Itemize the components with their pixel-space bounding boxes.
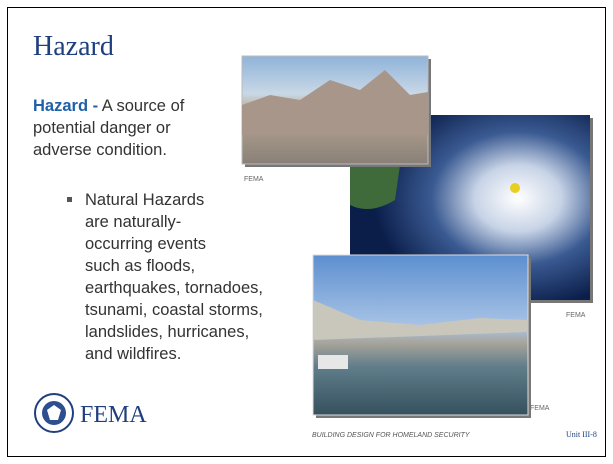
bullet-line: tsunami, coastal storms, xyxy=(85,301,263,319)
bullet-line: earthquakes, tornadoes, xyxy=(85,279,263,297)
ruined-bridge xyxy=(313,300,528,340)
photo-credit: FEMA xyxy=(530,405,550,412)
footer-course: BUILDING DESIGN FOR HOMELAND SECURITY xyxy=(312,432,471,439)
logo-eagle xyxy=(47,405,61,420)
bullet-line: Natural Hazards xyxy=(85,191,204,209)
bullet-marker xyxy=(67,197,72,202)
photo-credit: FEMA xyxy=(244,176,264,183)
bullet-text: Natural Hazards are naturally-occurring e… xyxy=(85,191,263,363)
bullet-line: landslides, hurricanes, xyxy=(85,323,249,341)
definition-line: adverse condition. xyxy=(33,141,167,159)
definition-line: A source of xyxy=(98,97,185,115)
logo-text: FEMA xyxy=(80,402,147,428)
photo-credit: FEMA xyxy=(566,312,586,319)
bullet-line: are naturally- xyxy=(85,213,181,231)
definition-term: Hazard - xyxy=(33,97,98,115)
debris xyxy=(242,70,428,135)
bullet-line: such as floods, xyxy=(85,257,195,275)
bullet-line: occurring events xyxy=(85,235,206,253)
eye xyxy=(510,183,520,193)
definition-line: potential danger or xyxy=(33,119,171,137)
footer-unit: Unit III-8 xyxy=(566,430,597,439)
wreck xyxy=(318,355,348,369)
definition: Hazard - A source of potential danger or… xyxy=(33,97,189,159)
title: Hazard xyxy=(33,31,114,62)
bullet-line: and wildfires. xyxy=(85,345,181,363)
